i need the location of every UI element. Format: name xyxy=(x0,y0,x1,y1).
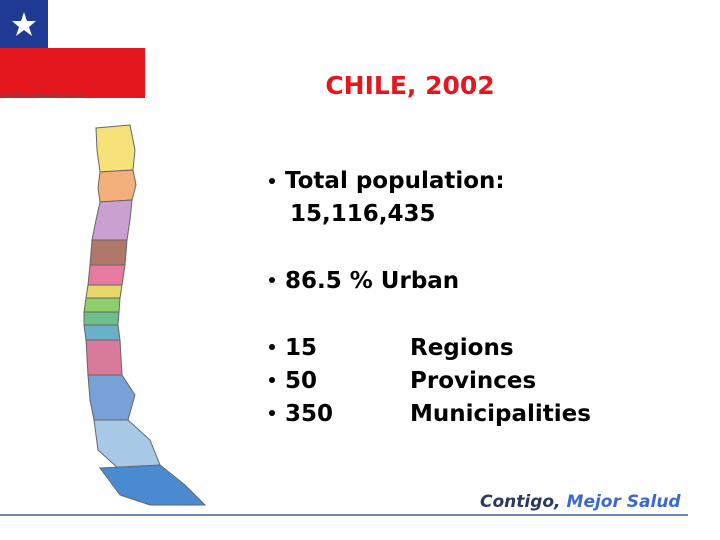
population-value: 15,116,435 xyxy=(290,201,436,227)
division-name: Provinces xyxy=(410,368,536,394)
division-count: 350 xyxy=(285,401,333,427)
population-label: Total population: xyxy=(285,168,505,194)
slide-title: CHILE, 2002 xyxy=(325,71,494,100)
urban-share: 86.5 % Urban xyxy=(285,268,459,294)
bullet xyxy=(269,277,275,283)
footer-slogan: Contigo, Mejor Salud xyxy=(480,492,681,512)
logo-text: MINISTERIO DE SALUD xyxy=(38,93,83,98)
bullet xyxy=(269,178,275,184)
division-name: Municipalities xyxy=(410,401,591,427)
division-name: Regions xyxy=(410,335,514,361)
chile-map xyxy=(83,124,207,506)
flag xyxy=(0,0,145,98)
logo-text: GOBIERNO DE CHILE xyxy=(2,93,44,98)
footer-slogan-text: Mejor Salud xyxy=(567,492,682,512)
bullet xyxy=(269,344,275,350)
division-count: 50 xyxy=(285,368,317,394)
footer-brand: Contigo, xyxy=(480,492,561,512)
bullet xyxy=(269,377,275,383)
division-count: 15 xyxy=(285,335,317,361)
bullet xyxy=(269,410,275,416)
